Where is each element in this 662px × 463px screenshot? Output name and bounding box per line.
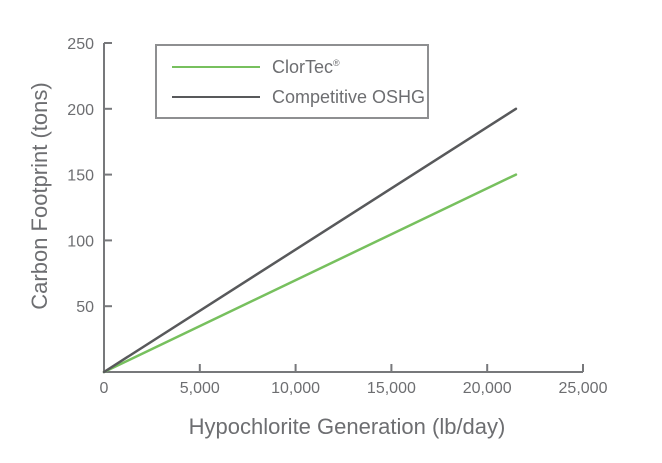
ticks-layer (104, 42, 584, 372)
y-axis-title: Carbon Footprint (tons) (27, 82, 52, 310)
y-tick-label: 200 (67, 102, 94, 119)
legend: ClorTec® Competitive OSHG (155, 44, 429, 119)
registered-trademark-mark: ® (333, 57, 340, 68)
legend-item-clortec: ClorTec® (172, 58, 427, 76)
legend-swatch-clortec-line (172, 65, 260, 68)
x-tick-label: 25,000 (559, 380, 608, 397)
x-axis-title: Hypochlorite Generation (lb/day) (188, 414, 506, 439)
y-tick-label: 50 (76, 299, 94, 316)
legend-swatch-competitive-oshg-line (172, 95, 260, 98)
series-line-competitive-oshg (102, 107, 518, 374)
legend-label-clortec-text: ClorTec (272, 56, 334, 77)
x-tick-label: 20,000 (463, 380, 512, 397)
x-tick-label: 0 (100, 380, 109, 397)
tick-labels-layer: 0 5,000 10,000 15,000 20,000 25,000 50 100 150 20… (67, 36, 607, 397)
y-tick-label: 150 (67, 168, 94, 185)
y-tick-label: 100 (67, 233, 94, 250)
series-line-clortec (102, 173, 518, 374)
legend-item-competitive-oshg: Competitive OSHG (172, 88, 427, 106)
legend-label-competitive-oshg: Competitive OSHG (272, 86, 426, 107)
x-tick-label: 5,000 (180, 380, 220, 397)
x-tick-label: 10,000 (271, 380, 320, 397)
series-layer (102, 107, 518, 374)
legend-label-clortec: ClorTec® (272, 58, 340, 76)
y-tick-label: 250 (67, 36, 94, 53)
x-tick-label: 15,000 (367, 380, 416, 397)
